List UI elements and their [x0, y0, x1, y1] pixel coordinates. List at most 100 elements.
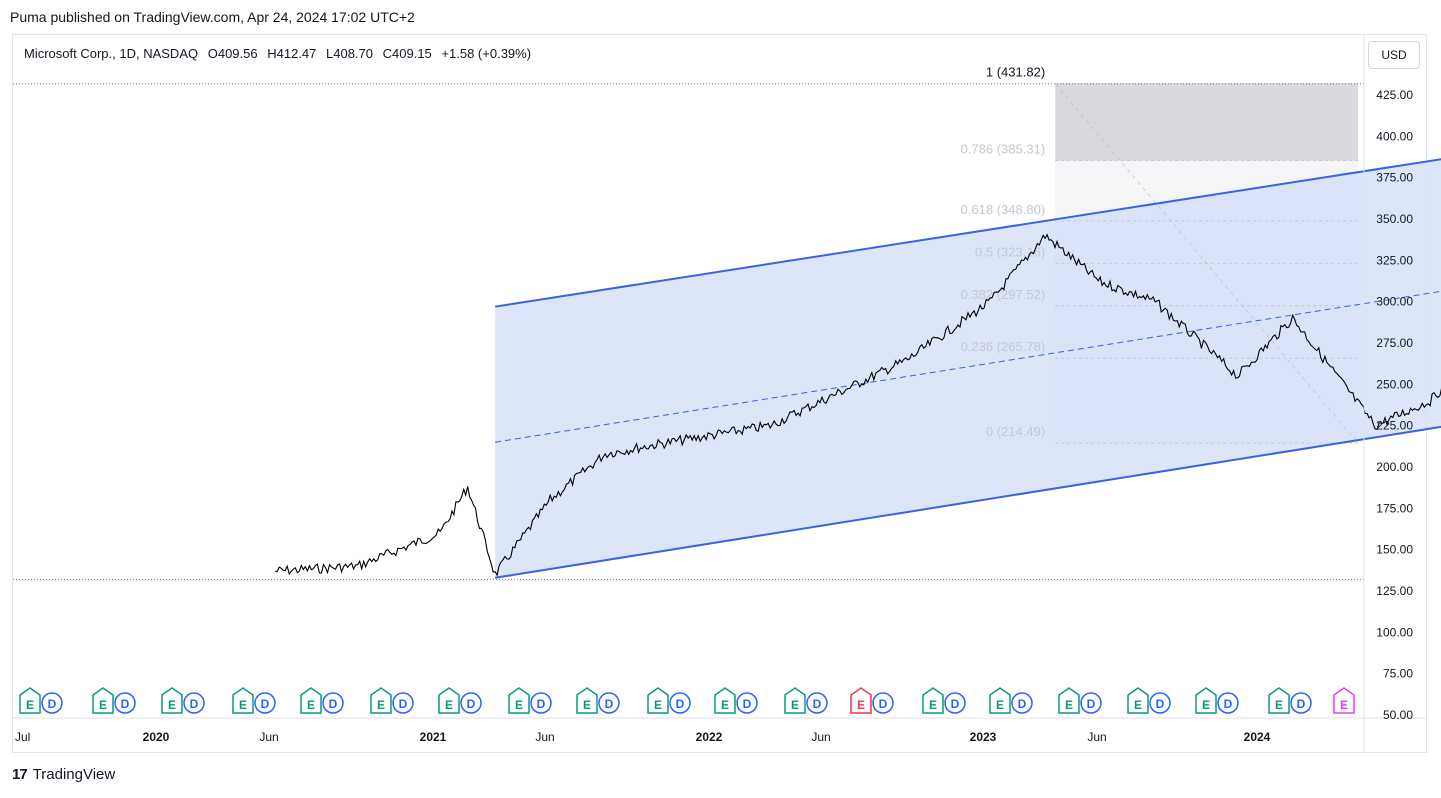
earnings-marker-label: E	[1134, 698, 1142, 712]
earnings-marker-icon	[232, 687, 254, 714]
earnings-marker-icon	[1268, 687, 1290, 714]
channel-upper-line	[495, 158, 1441, 308]
earnings-marker-label: E	[996, 698, 1004, 712]
dividend-marker-icon	[1080, 692, 1102, 714]
channel-middle-line	[495, 290, 1441, 443]
earnings-marker-label: E	[168, 698, 176, 712]
dividend-marker-icon	[322, 692, 344, 714]
y-tick-label: 125.00	[1376, 584, 1413, 598]
fib-trend-line	[1054, 83, 1359, 444]
earnings-marker-label: E	[445, 698, 453, 712]
earnings-marker-icon	[989, 687, 1011, 714]
earnings-marker-label: E	[1065, 698, 1073, 712]
y-tick-label: 325.00	[1376, 253, 1413, 267]
tradingview-logo-icon: 17	[12, 766, 28, 783]
earnings-marker-icon	[784, 687, 806, 714]
dividend-marker-label: D	[1156, 697, 1165, 711]
y-tick-label: 425.00	[1376, 88, 1413, 102]
dividend-marker-label: D	[743, 697, 752, 711]
fib-level-label: 0.382 (297.52)	[961, 287, 1046, 302]
y-tick-label: 300.00	[1376, 295, 1413, 309]
earnings-marker-label: E	[26, 698, 34, 712]
dividend-marker-label: D	[467, 697, 476, 711]
y-tick-label: 150.00	[1376, 543, 1413, 557]
tradingview-brand: TradingView	[32, 766, 116, 783]
x-tick-label: Jun	[811, 730, 830, 744]
fib-level-label: 0.618 (348.80)	[961, 202, 1046, 217]
x-tick-label: 2021	[420, 730, 447, 744]
x-tick-label: Jun	[259, 730, 278, 744]
x-tick-label: 2022	[696, 730, 723, 744]
x-tick-label: 2020	[143, 730, 170, 744]
dividend-marker-label: D	[261, 697, 270, 711]
dividend-marker-label: D	[676, 697, 685, 711]
dividend-marker-icon	[254, 692, 276, 714]
earnings-marker-label: E	[99, 698, 107, 712]
earnings-marker-icon	[850, 687, 872, 714]
earnings-marker-label: E	[721, 698, 729, 712]
y-tick-label: 50.00	[1383, 708, 1413, 722]
legend-open: O409.56	[207, 46, 258, 61]
earnings-marker-icon	[92, 687, 114, 714]
earnings-marker-icon	[647, 687, 669, 714]
legend-close: C409.15	[382, 46, 432, 61]
dividend-marker-label: D	[813, 697, 822, 711]
earnings-marker-icon	[300, 687, 322, 714]
dividend-marker-icon	[530, 692, 552, 714]
earnings-marker-icon	[714, 687, 736, 714]
fib-level-label: 0.786 (385.31)	[961, 142, 1046, 157]
dividend-marker-icon	[1217, 692, 1239, 714]
dividend-marker-icon	[1290, 692, 1312, 714]
legend-symbol: Microsoft Corp., 1D, NASDAQ	[24, 46, 199, 61]
fib-zone-top	[1055, 83, 1358, 161]
ohlc-legend: Microsoft Corp., 1D, NASDAQ O409.56 H412…	[24, 46, 537, 61]
earnings-marker-label: E	[377, 698, 385, 712]
dividend-marker-label: D	[1018, 697, 1027, 711]
dividend-marker-icon	[1149, 692, 1171, 714]
earnings-marker-icon	[1195, 687, 1217, 714]
earnings-marker-icon	[508, 687, 530, 714]
earnings-marker-label: E	[654, 698, 662, 712]
dividend-marker-label: D	[1224, 697, 1233, 711]
earnings-marker-icon	[1127, 687, 1149, 714]
dividend-marker-icon	[806, 692, 828, 714]
earnings-marker-label: E	[239, 698, 247, 712]
earnings-marker-label: E	[307, 698, 315, 712]
dividend-marker-label: D	[605, 697, 614, 711]
earnings-marker-icon	[161, 687, 183, 714]
dividend-marker-icon	[669, 692, 691, 714]
dividend-marker-label: D	[121, 697, 130, 711]
channel-lower-line	[495, 425, 1441, 579]
y-tick-label: 200.00	[1376, 460, 1413, 474]
x-tick-label: Jul	[15, 730, 30, 744]
dividend-marker-label: D	[329, 697, 338, 711]
dividend-marker-icon	[736, 692, 758, 714]
earnings-marker-label: E	[515, 698, 523, 712]
fib-level-label: 0 (214.49)	[986, 424, 1045, 439]
fib-level-label: 1 (431.82)	[986, 65, 1045, 80]
dividend-marker-icon	[183, 692, 205, 714]
dividend-marker-label: D	[1297, 697, 1306, 711]
earnings-marker-label: E	[1340, 698, 1348, 712]
channel-fill	[495, 159, 1441, 578]
y-tick-label: 350.00	[1376, 212, 1413, 226]
dividend-marker-label: D	[879, 697, 888, 711]
earnings-marker-label: E	[1202, 698, 1210, 712]
fib-level-label: 0.5 (323.16)	[975, 244, 1045, 259]
earnings-marker-icon	[370, 687, 392, 714]
dividend-marker-icon	[114, 692, 136, 714]
x-tick-label: 2023	[970, 730, 997, 744]
dividend-marker-label: D	[48, 697, 57, 711]
currency-button[interactable]: USD	[1368, 41, 1420, 69]
dividend-marker-label: D	[537, 697, 546, 711]
x-tick-label: 2024	[1244, 730, 1271, 744]
dividend-marker-label: D	[1087, 697, 1096, 711]
dividend-marker-label: D	[399, 697, 408, 711]
earnings-marker-icon	[19, 687, 41, 714]
earnings-marker-icon	[1333, 687, 1355, 714]
y-tick-label: 375.00	[1376, 171, 1413, 185]
dividend-marker-icon	[41, 692, 63, 714]
y-tick-label: 225.00	[1376, 419, 1413, 433]
legend-change: +1.58 (+0.39%)	[441, 46, 532, 61]
